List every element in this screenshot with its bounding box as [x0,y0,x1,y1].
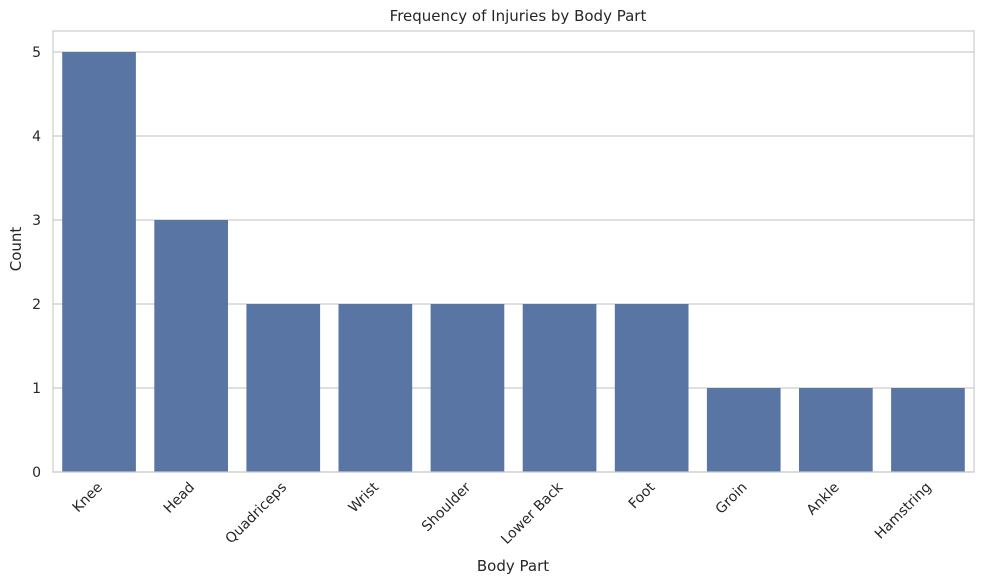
x-tick-label: Groin [713,480,751,518]
x-tick-label: Foot [626,479,659,512]
x-tick-label: Lower Back [498,479,567,548]
y-tick-label: 3 [32,213,41,229]
chart-title: Frequency of Injuries by Body Part [390,7,647,25]
bars [62,52,965,472]
bar-foot [614,304,689,472]
y-tick-label: 2 [32,297,41,313]
y-axis-label: Count [7,227,25,272]
x-tick-label: Wrist [346,479,383,516]
x-tick-label: Shoulder [419,479,475,535]
y-tick-label: 5 [32,45,41,61]
bar-head [154,220,228,472]
bar-quadriceps [246,304,321,472]
plot-frame [52,30,975,473]
y-tick-label: 1 [32,381,41,397]
x-tick-labels: Knee Head Quadriceps Wrist Shoulder Lower Bac… [70,479,935,548]
y-tick-labels: 0 1 2 3 4 5 [32,45,41,481]
x-tick-label: Head [161,480,198,517]
bar-ankle [799,388,873,472]
x-tick-label: Knee [70,480,106,516]
x-tick-label: Quadriceps [223,480,291,548]
bar-hamstring [891,388,965,472]
bar-lower-back [522,304,597,472]
bar-shoulder [430,304,505,472]
bar-groin [706,388,781,472]
x-axis-label: Body Part [477,557,549,575]
bar-wrist [338,304,413,472]
x-tick-label: Hamstring [872,480,935,543]
y-tick-label: 4 [32,129,41,145]
x-tick-label: Ankle [804,480,843,519]
y-tick-label: 0 [32,465,41,481]
bar-knee [62,52,136,472]
